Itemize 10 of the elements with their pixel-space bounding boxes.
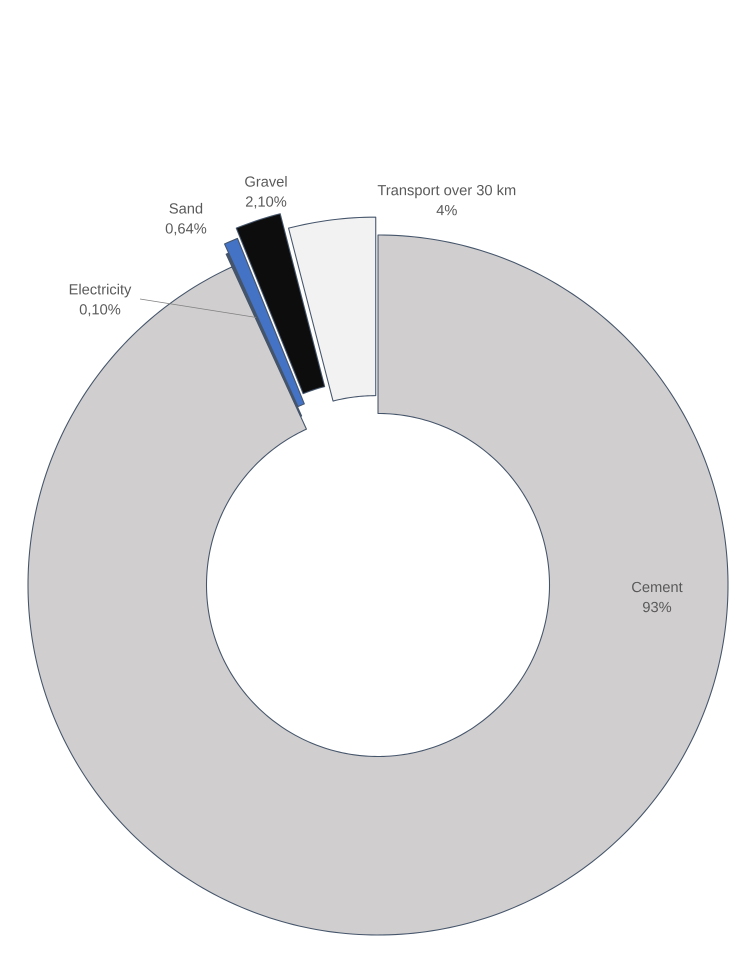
slice-label: Electricity [70,284,132,298]
slice-label: Cement [632,582,683,592]
data-label: 93% [643,602,672,612]
slice-label: Gravel [245,176,287,187]
data-label: 0,64% [166,223,206,236]
slice-label: Sand [170,202,202,214]
data-label: 0,10% [80,304,120,316]
data-label: 2,10% [246,196,286,208]
data-label: 4% [436,205,457,216]
slice-label: Transport over 30 km [378,184,516,198]
